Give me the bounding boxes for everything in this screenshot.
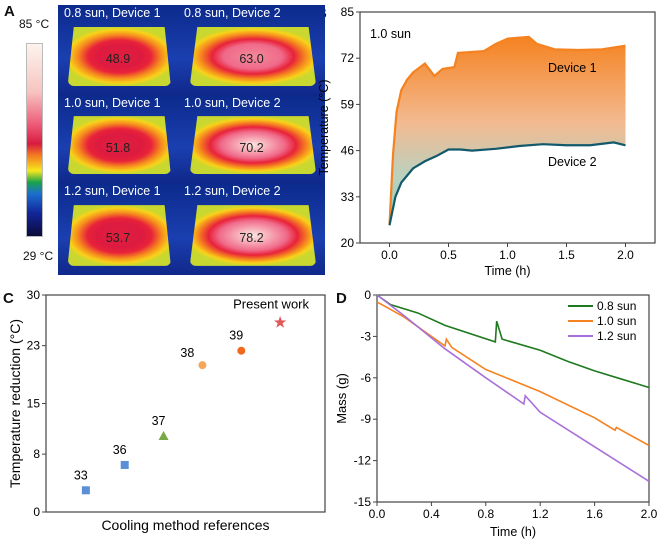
x-tick-label: 1.6 — [586, 507, 603, 521]
y-tick-label: 20 — [341, 236, 355, 250]
chart-d-mass: 0 -3 -6 -9 -12 -150.0 0.4 0.8 1.2 1.6 2.0 Time (h) M… — [334, 288, 658, 539]
thermal-image: 1.2 sun, Device 1 53.7 — [58, 183, 178, 275]
panel-label-c: C — [3, 290, 14, 307]
thermal-plate — [67, 205, 171, 266]
thermal-image-temperature: 70.2 — [239, 140, 264, 155]
x-axis-label: Time (h) — [484, 264, 530, 278]
point-label: 39 — [229, 329, 243, 343]
series-line-0-8-sun — [376, 294, 650, 389]
annotation-sun: 1.0 sun — [370, 27, 411, 41]
point-label: 38 — [180, 346, 194, 360]
x-tick-label: 0.0 — [369, 507, 386, 521]
legend-label: 1.0 sun — [597, 314, 636, 328]
colorbar-min-label: 29 °C — [23, 249, 54, 263]
point-label: 33 — [74, 468, 88, 482]
x-tick-label: 1.5 — [558, 248, 575, 262]
thermal-image-temperature: 51.8 — [105, 140, 131, 155]
colorbar-max-label: 85 °C — [19, 17, 50, 31]
thermal-image-temperature: 48.9 — [105, 51, 131, 66]
y-tick-label: -12 — [354, 454, 372, 468]
colorbar — [26, 43, 43, 237]
x-tick-label: 1.0 — [499, 248, 516, 262]
point-label: Present work — [233, 296, 309, 311]
thermal-image-title: 0.8 sun, Device 1 — [64, 6, 161, 20]
series-line-1-0-sun — [376, 301, 650, 447]
series-label-device-2: Device 2 — [548, 155, 597, 169]
marker-circle — [197, 360, 208, 371]
panel-label-a: A — [4, 3, 15, 20]
thermal-image-temperature: 78.2 — [239, 230, 264, 245]
thermal-image: 1.0 sun, Device 2 70.2 — [178, 95, 325, 183]
legend-label: 0.8 sun — [597, 299, 636, 313]
y-axis-label: Mass (g) — [334, 373, 349, 424]
series-label-device-1: Device 1 — [548, 61, 597, 75]
marker-square — [120, 460, 129, 469]
point-label: 37 — [152, 414, 166, 428]
x-tick-label: 0.0 — [381, 248, 398, 262]
y-tick-label: -15 — [354, 495, 372, 509]
thermal-image-title: 1.0 sun, Device 1 — [64, 96, 161, 110]
thermal-plate — [67, 116, 171, 175]
legend-label: 1.2 sun — [597, 329, 636, 343]
y-tick-label: 15 — [27, 397, 41, 411]
y-tick-label: 46 — [341, 144, 355, 158]
y-tick-label: 0 — [364, 288, 371, 302]
series-line-device-1 — [388, 35, 626, 226]
x-tick-label: 0.5 — [440, 248, 457, 262]
plot-frame — [45, 294, 326, 513]
chart-c-temperature-reduction: 0 8 15 23 30 Cooling method references Tempera… — [7, 288, 326, 533]
y-tick-label: 59 — [341, 97, 355, 111]
x-axis-label: Time (h) — [490, 525, 536, 539]
y-tick-label: 33 — [341, 190, 355, 204]
y-tick-label: 72 — [341, 51, 355, 65]
y-axis-label: Temperature reduction (°C) — [7, 319, 23, 488]
thermal-image: 1.2 sun, Device 2 78.2 — [178, 183, 325, 275]
y-tick-label: 85 — [341, 5, 355, 19]
marker-square — [81, 486, 90, 495]
y-tick-label: 30 — [27, 288, 41, 302]
thermal-image-grid: 0.8 sun, Device 1 48.9 0.8 sun, Device 2 63… — [58, 5, 325, 275]
marker-star — [274, 316, 287, 328]
thermal-image-temperature: 53.7 — [105, 230, 131, 245]
point-label: 36 — [113, 443, 127, 457]
thermal-image-title: 1.2 sun, Device 2 — [184, 184, 281, 198]
thermal-image-title: 0.8 sun, Device 2 — [184, 6, 281, 20]
thermal-image-title: 1.0 sun, Device 2 — [184, 96, 281, 110]
area-between-devices — [389, 36, 626, 226]
y-tick-label: 8 — [33, 447, 40, 461]
series-line-1-2-sun — [376, 294, 650, 482]
panel-label-d: D — [336, 290, 347, 307]
series-line-device-2 — [388, 141, 626, 226]
thermal-image-title: 1.2 sun, Device 1 — [64, 184, 161, 198]
thermal-plate — [67, 26, 171, 86]
y-tick-label: 23 — [27, 339, 41, 353]
x-tick-label: 0.4 — [423, 507, 440, 521]
thermal-plate — [189, 116, 317, 175]
thermal-image-temperature: 63.0 — [239, 51, 264, 66]
thermal-plate — [189, 26, 317, 86]
thermal-image: 0.8 sun, Device 1 48.9 — [58, 5, 178, 95]
marker-triangle — [158, 431, 169, 441]
y-tick-label: -9 — [360, 412, 371, 426]
x-tick-label: 2.0 — [641, 507, 658, 521]
marker-circle — [236, 345, 247, 356]
x-axis-label: Cooling method references — [101, 517, 269, 533]
thermal-image: 0.8 sun, Device 2 63.0 — [178, 5, 325, 95]
x-tick-label: 1.2 — [532, 507, 549, 521]
x-tick-label: 0.8 — [477, 507, 494, 521]
x-tick-label: 2.0 — [617, 248, 634, 262]
y-tick-label: -6 — [360, 371, 371, 385]
chart-b-temperature: 20 33 46 59 72 85 0.0 0.5 1.0 1.5 2.0 Time (h) Tempe… — [317, 5, 656, 278]
y-tick-label: 0 — [33, 505, 40, 519]
plot-frame — [376, 294, 650, 503]
thermal-image: 1.0 sun, Device 1 51.8 — [58, 95, 178, 183]
y-axis-label: Temperature (°C) — [317, 80, 331, 176]
thermal-plate — [189, 205, 317, 266]
y-tick-label: -3 — [360, 329, 371, 343]
